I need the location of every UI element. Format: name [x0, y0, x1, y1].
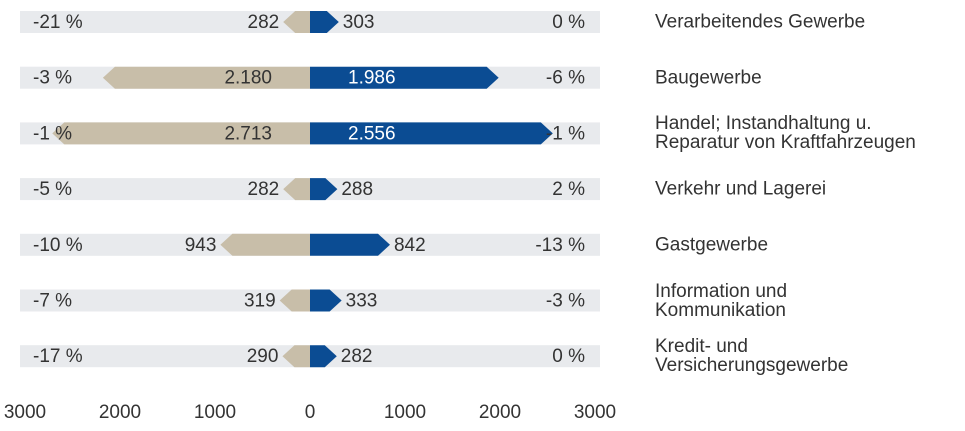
x-tick-label: 1000 — [384, 402, 426, 423]
change-label: -17 % — [33, 346, 83, 367]
category-label: Gastgewerbe — [655, 234, 769, 256]
bar — [310, 11, 339, 33]
x-tick-label: 3000 — [574, 402, 616, 423]
bar — [220, 233, 310, 256]
category-label: Baugewerbe — [655, 67, 762, 89]
bar — [102, 66, 311, 89]
value-label: 290 — [247, 346, 279, 367]
category-label: Verarbeitendes Gewerbe — [655, 11, 866, 33]
change-label: -13 % — [535, 235, 585, 256]
value-label: 1.986 — [348, 68, 396, 89]
x-tick-label: 2000 — [479, 402, 521, 423]
x-tick-label: 1000 — [194, 402, 236, 423]
value-label: 282 — [248, 12, 280, 33]
change-label: -6 % — [546, 68, 585, 89]
change-label: 2 % — [552, 179, 585, 200]
bar — [310, 289, 342, 312]
bar — [310, 122, 553, 145]
value-label: 303 — [343, 12, 375, 33]
bar — [52, 122, 310, 145]
category-label: Information und Kommunikation — [655, 280, 788, 321]
change-label: 0 % — [552, 12, 585, 33]
change-label: 0 % — [552, 346, 585, 367]
change-label: -5 % — [33, 179, 72, 200]
bar — [283, 178, 310, 201]
change-label: -7 % — [33, 291, 72, 312]
value-label: 288 — [341, 179, 373, 200]
value-label: 282 — [248, 179, 280, 200]
category-label: Verkehr und Lagerei — [655, 178, 827, 200]
value-label: 2.713 — [224, 123, 272, 144]
bar — [310, 233, 390, 256]
bar — [283, 11, 310, 33]
value-label: 943 — [185, 235, 217, 256]
change-label: -10 % — [33, 235, 83, 256]
change-label: -21 % — [33, 12, 83, 33]
value-label: 319 — [244, 291, 276, 312]
change-label: -3 % — [33, 68, 72, 89]
value-label: 282 — [341, 346, 373, 367]
bar — [282, 345, 310, 368]
change-label: -3 % — [546, 291, 585, 312]
category-label: Handel; Instandhaltung u. Reparatur von … — [655, 113, 916, 154]
bar — [310, 345, 337, 368]
x-tick-label: 0 — [305, 402, 316, 423]
category-label: Kredit- und Versicherungsgewerbe — [655, 336, 849, 377]
bar — [310, 178, 338, 201]
value-label: 842 — [394, 235, 426, 256]
bar — [310, 66, 499, 89]
value-label: 333 — [346, 291, 378, 312]
change-label: -1 % — [546, 123, 585, 144]
value-label: 2.180 — [224, 68, 272, 89]
x-tick-label: 2000 — [99, 402, 141, 423]
value-label: 2.556 — [348, 123, 396, 144]
change-label: -1 % — [33, 123, 72, 144]
bar — [279, 289, 310, 312]
x-tick-label: 3000 — [4, 402, 46, 423]
